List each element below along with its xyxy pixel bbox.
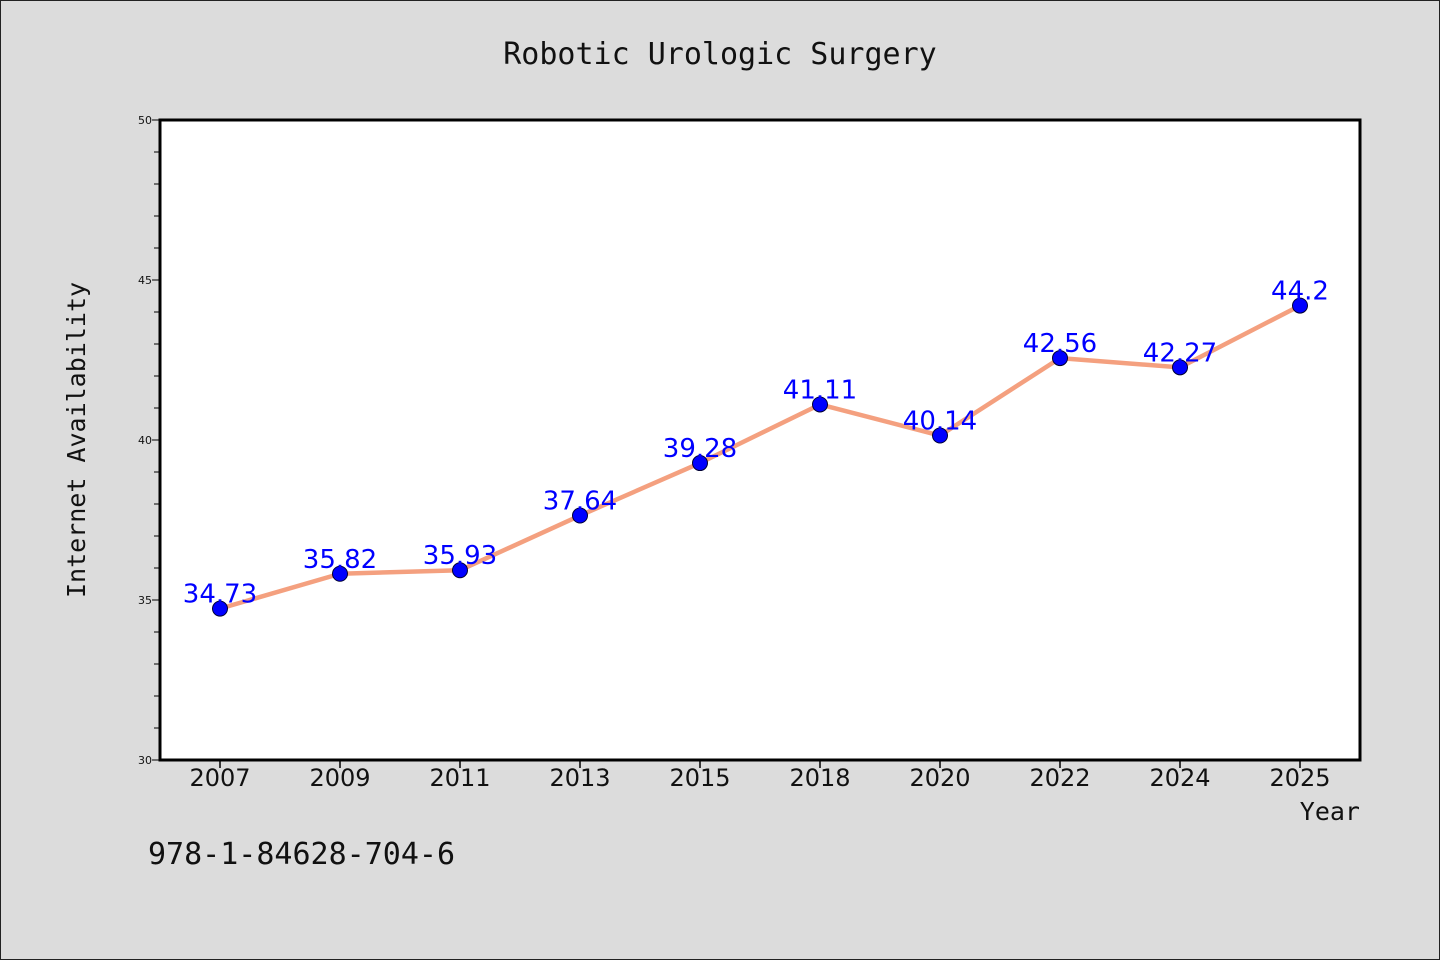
data-point bbox=[452, 562, 468, 579]
series-line bbox=[217, 303, 1303, 611]
x-tick-label: 2025 bbox=[1269, 764, 1330, 792]
x-tick-label: 2022 bbox=[1029, 764, 1090, 792]
data-label: 34.73 bbox=[183, 580, 257, 610]
data-label: 44.2 bbox=[1271, 277, 1329, 307]
y-tick-label: 45 bbox=[138, 274, 152, 287]
data-point bbox=[1292, 297, 1308, 314]
data-point bbox=[212, 600, 228, 617]
x-tick-label: 2007 bbox=[189, 764, 250, 792]
x-tick-label: 2009 bbox=[309, 764, 370, 792]
data-label: 40.14 bbox=[903, 407, 977, 437]
isbn-footer: 978-1-84628-704-6 bbox=[148, 837, 455, 872]
data-point bbox=[932, 427, 948, 444]
data-labels: 34.73 35.82 35.93 37.64 39.28 41.11 40.14 42.56… bbox=[183, 277, 1329, 610]
series-group bbox=[212, 297, 1308, 617]
y-axis-label: Internet Availability bbox=[62, 282, 91, 598]
data-label: 39.28 bbox=[663, 434, 737, 464]
x-tick-label: 2011 bbox=[429, 764, 490, 792]
x-tick-label: 2020 bbox=[909, 764, 970, 792]
y-axis: 30 35 40 45 50 bbox=[138, 114, 160, 767]
plot-area bbox=[158, 118, 1362, 762]
x-tick-label: 2015 bbox=[669, 764, 730, 792]
x-tick-label: 2013 bbox=[549, 764, 610, 792]
data-point bbox=[1172, 359, 1188, 376]
data-label: 35.93 bbox=[423, 541, 497, 571]
data-label: 37.64 bbox=[543, 487, 617, 517]
data-label: 42.56 bbox=[1023, 329, 1097, 359]
x-tick-label: 2018 bbox=[789, 764, 850, 792]
data-point bbox=[692, 455, 708, 472]
data-point bbox=[332, 565, 348, 582]
x-axis: 2007 2009 2011 2013 2015 2018 2020 2022 2024 2025 bbox=[189, 760, 1331, 792]
y-tick-label: 30 bbox=[138, 754, 152, 767]
x-axis-label: Year bbox=[1300, 797, 1360, 826]
data-point bbox=[572, 507, 588, 524]
x-tick-label: 2024 bbox=[1149, 764, 1210, 792]
data-point bbox=[1052, 350, 1068, 367]
data-label: 35.82 bbox=[303, 545, 377, 575]
data-label: 41.11 bbox=[783, 375, 857, 405]
data-label: 42.27 bbox=[1143, 338, 1217, 368]
y-tick-label: 35 bbox=[138, 594, 152, 607]
y-tick-label: 40 bbox=[138, 434, 152, 447]
chart-title: Robotic Urologic Surgery bbox=[503, 37, 936, 72]
data-point bbox=[812, 396, 828, 413]
y-tick-label: 50 bbox=[138, 114, 152, 127]
